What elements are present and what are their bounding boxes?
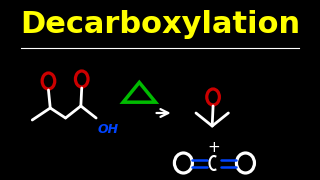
Text: Decarboxylation: Decarboxylation bbox=[20, 10, 300, 39]
Text: +: + bbox=[208, 140, 220, 154]
Text: OH: OH bbox=[98, 123, 119, 136]
